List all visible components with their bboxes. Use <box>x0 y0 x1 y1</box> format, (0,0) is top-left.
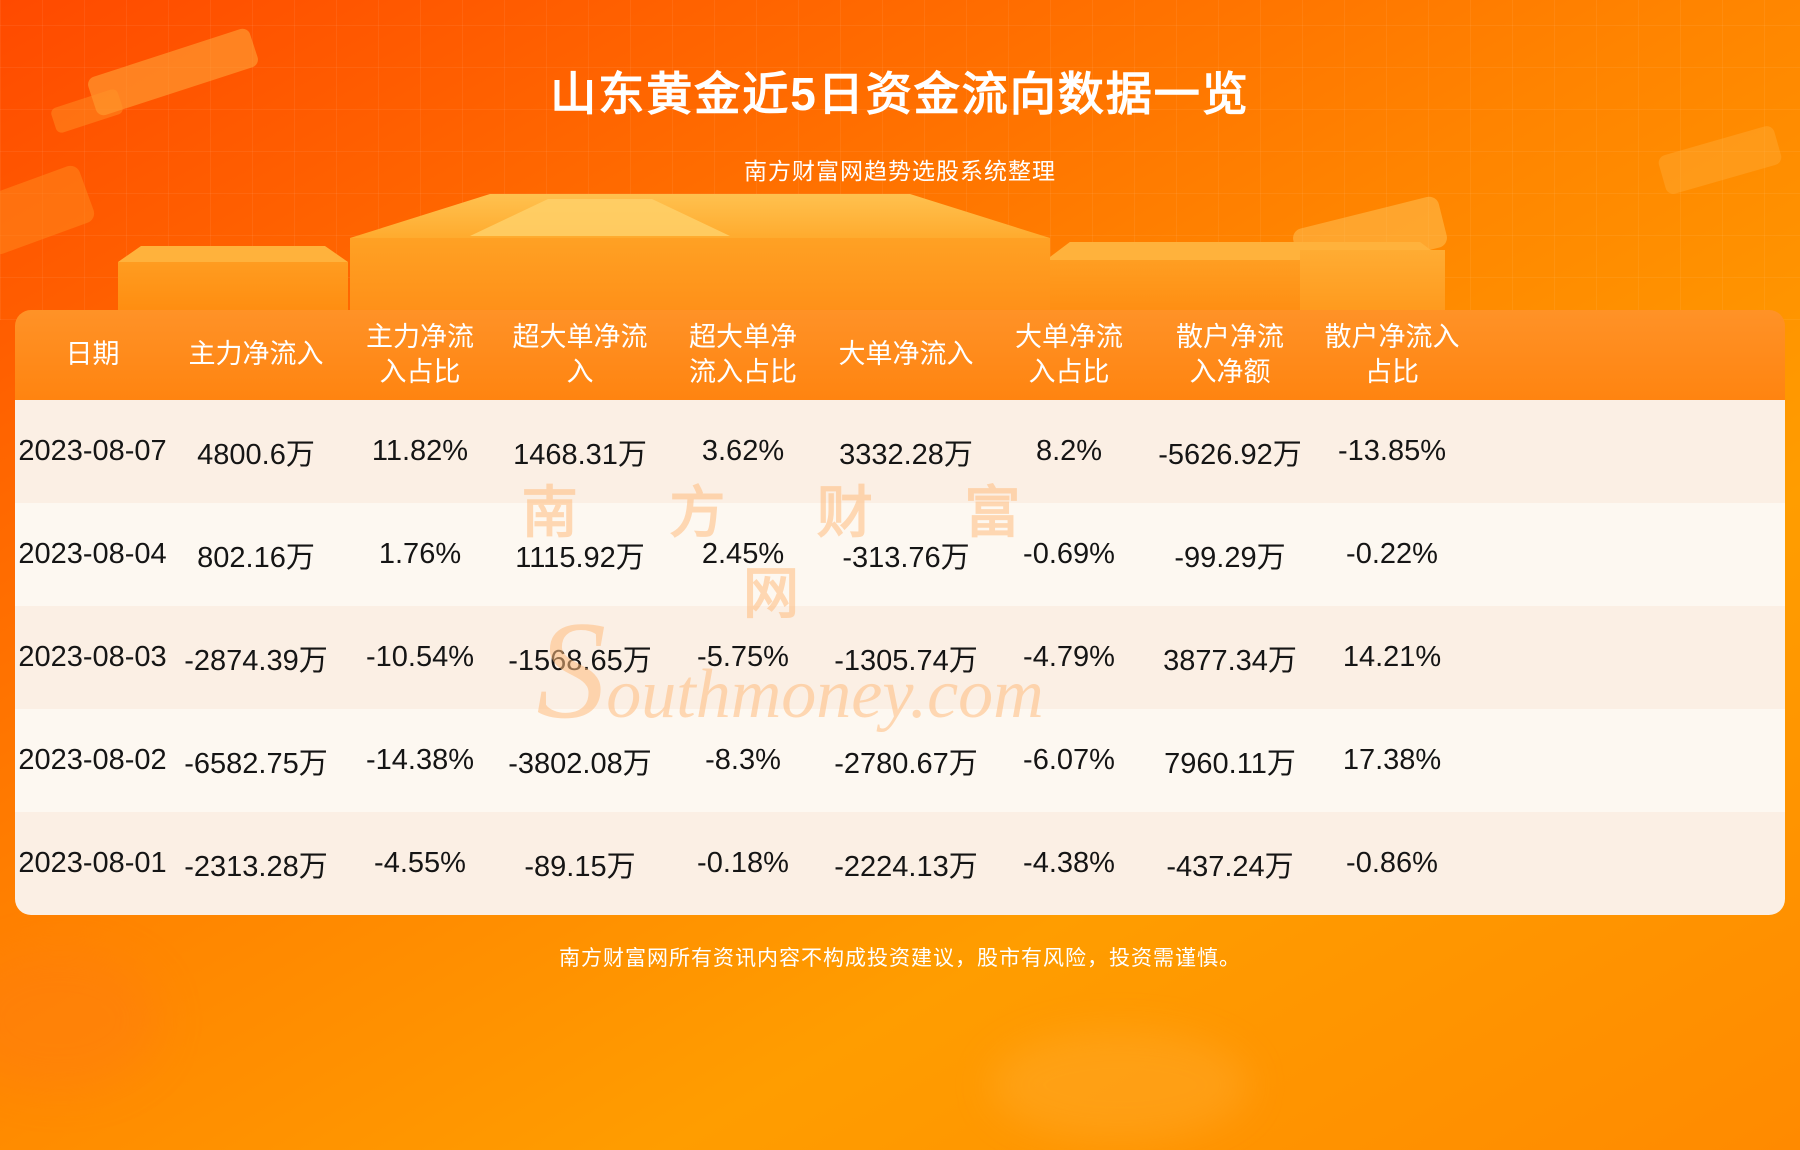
value-cell: 4800.6万 <box>197 438 315 471</box>
fund-flow-table: 日期 主力净流入 主力净流入占比 超大单净流入 超大单净流入占比 大单净流入 大单净流入占比… <box>15 310 1785 915</box>
date-cell: 2023-08-01 <box>18 847 167 879</box>
decoration-podium-right <box>1046 242 1444 260</box>
table-row: 2023-08-01 -2313.28万 -4.55% -89.15万 -0.18% -2… <box>15 812 1785 915</box>
column-header: 超大单净流入 <box>512 321 648 387</box>
value-cell: 1468.31万 <box>513 438 647 471</box>
value-cell: -14.38% <box>365 744 474 776</box>
decoration-podium-center <box>350 238 1050 312</box>
column-header: 大单净流入 <box>838 339 974 370</box>
value-cell: -2780.67万 <box>834 747 978 780</box>
column-header: 散户净流入净额 <box>1176 321 1284 387</box>
table-row: 2023-08-07 4800.6万 11.82% 1468.31万 3.62% 3332… <box>15 400 1785 503</box>
value-cell: 3877.34万 <box>1163 644 1297 677</box>
column-header: 主力净流入 <box>188 339 324 370</box>
decoration-streak <box>1290 194 1450 282</box>
value-cell: -5626.92万 <box>1158 438 1302 471</box>
table-row: 2023-08-02 -6582.75万 -14.38% -3802.08万 -8.3%… <box>15 709 1785 812</box>
value-cell: 14.21% <box>1342 641 1442 673</box>
value-cell: -2224.13万 <box>834 850 978 883</box>
table-row: 2023-08-04 802.16万 1.76% 1115.92万 2.45% -313.… <box>15 503 1785 606</box>
value-cell: -4.55% <box>374 847 466 879</box>
value-cell: 11.82% <box>371 435 469 467</box>
decoration-podium-highlight <box>470 199 730 236</box>
decoration-podium-left <box>118 262 348 312</box>
value-cell: -437.24万 <box>1166 850 1294 883</box>
value-cell: 1115.92万 <box>515 541 645 574</box>
decoration-podium-left <box>118 246 348 262</box>
value-cell: -6582.75万 <box>184 747 328 780</box>
column-header: 散户净流入占比 <box>1324 321 1460 387</box>
value-cell: -4.38% <box>1023 847 1115 879</box>
value-cell: -10.54% <box>365 641 474 673</box>
value-cell: 802.16万 <box>197 541 315 574</box>
column-header: 主力净流入占比 <box>366 321 474 387</box>
value-cell: -6.07% <box>1023 744 1115 776</box>
value-cell: -313.76万 <box>842 541 970 574</box>
value-cell: -0.22% <box>1346 538 1438 570</box>
value-cell: 3.62% <box>701 435 785 467</box>
column-header: 大单净流入占比 <box>1015 321 1123 387</box>
value-cell: -99.29万 <box>1174 541 1286 574</box>
value-cell: 17.38% <box>1342 744 1442 776</box>
column-header: 日期 <box>65 339 120 370</box>
column-header: 超大单净流入占比 <box>689 321 797 387</box>
value-cell: -4.79% <box>1023 641 1115 673</box>
value-cell: 2.45% <box>701 538 785 570</box>
footer-disclaimer: 南方财富网所有资讯内容不构成投资建议，股市有风险，投资需谨慎。 <box>559 947 1241 970</box>
decoration-podium-right <box>1046 260 1444 312</box>
table-row: 2023-08-03 -2874.39万 -10.54% -1568.65万 -5.75… <box>15 606 1785 709</box>
value-cell: -0.86% <box>1346 847 1438 879</box>
value-cell: -2313.28万 <box>184 850 328 883</box>
date-cell: 2023-08-02 <box>18 744 167 776</box>
table-body: 2023-08-07 4800.6万 11.82% 1468.31万 3.62% 3332… <box>15 400 1785 915</box>
value-cell: 8.2% <box>1035 435 1103 467</box>
value-cell: -8.3% <box>705 744 781 776</box>
decoration-podium-center <box>350 194 1050 238</box>
value-cell: -0.18% <box>697 847 789 879</box>
value-cell: -5.75% <box>697 641 789 673</box>
page-title: 山东黄金近5日资金流向数据一览 <box>550 68 1250 120</box>
date-cell: 2023-08-07 <box>18 435 167 467</box>
value-cell: -3802.08万 <box>508 747 652 780</box>
date-cell: 2023-08-03 <box>18 641 167 673</box>
date-cell: 2023-08-04 <box>18 538 167 570</box>
value-cell: -1568.65万 <box>508 644 652 677</box>
value-cell: -2874.39万 <box>184 644 328 677</box>
value-cell: -89.15万 <box>524 850 636 883</box>
table-header-row: 日期 主力净流入 主力净流入占比 超大单净流入 超大单净流入占比 大单净流入 大单净流入占比… <box>15 310 1785 400</box>
value-cell: 1.76% <box>378 538 462 570</box>
value-cell: -13.85% <box>1337 435 1446 467</box>
value-cell: -1305.74万 <box>834 644 978 677</box>
value-cell: 7960.11万 <box>1164 747 1296 780</box>
decoration-podium-right <box>1300 250 1445 312</box>
value-cell: -0.69% <box>1023 538 1115 570</box>
value-cell: 3332.28万 <box>839 438 973 471</box>
page-subtitle: 南方财富网趋势选股系统整理 <box>744 158 1056 184</box>
decoration-glow <box>990 1030 1250 1140</box>
